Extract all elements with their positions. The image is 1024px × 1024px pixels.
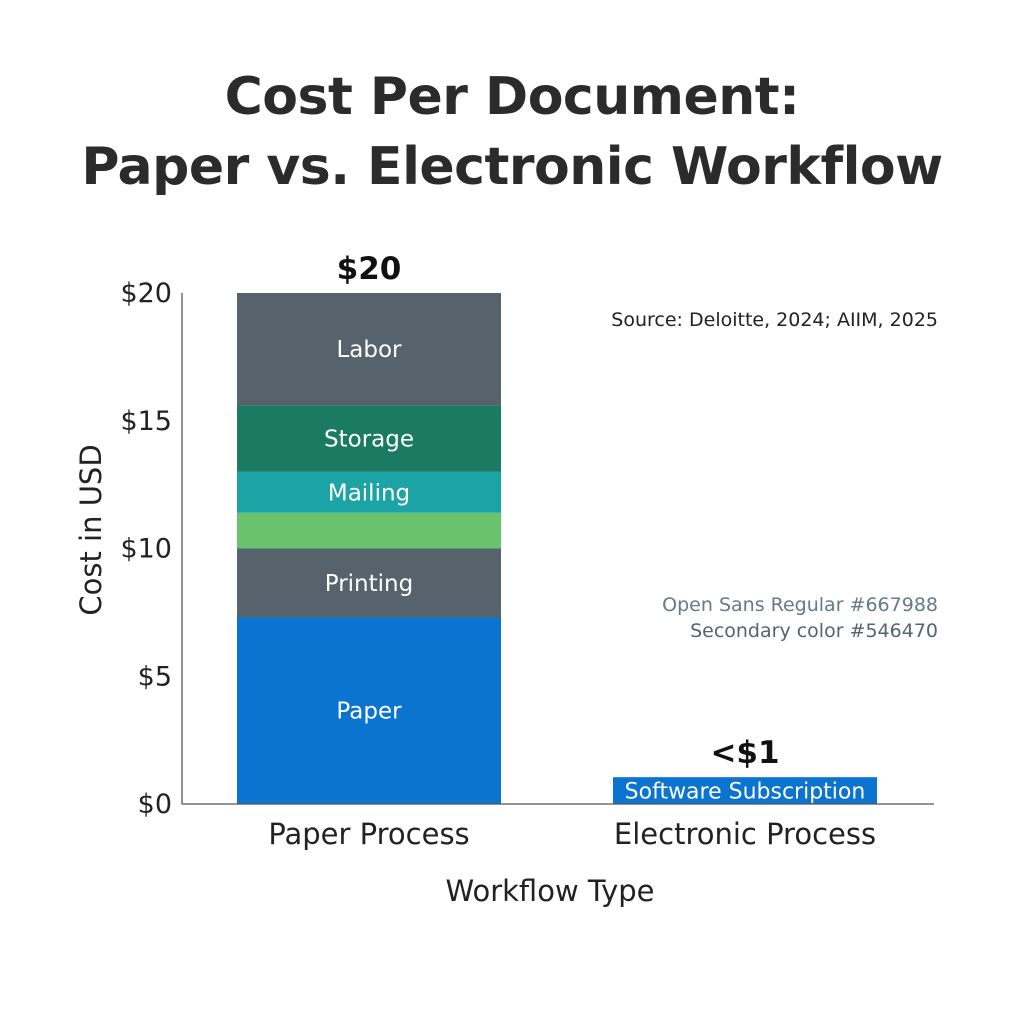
segment-label-storage: Storage [324,427,414,453]
x-tick-label-electronic-process: Electronic Process [614,817,876,851]
y-tick-label-20: $20 [120,278,172,309]
chart-title-line-2: Paper vs. Electronic Workflow [81,137,943,197]
source-note: Source: Deloitte, 2024; AIIM, 2025 [611,309,938,331]
bar-segment-software-subscription [613,777,877,804]
y-tick-label-5: $5 [138,661,172,692]
y-tick-label-15: $15 [120,406,172,437]
total-label-electronic-process: <$1 [710,735,779,771]
chart-title-line-1: Cost Per Document: [224,67,800,127]
bar-segment-labor [237,293,501,406]
bar-segment-printing [237,548,501,618]
style-note-2: Secondary color #546470 [690,620,938,642]
segment-label-software-subscription: Software Subscription [625,780,866,805]
x-tick-label-paper-process: Paper Process [268,817,469,851]
bar-segment-mailing [237,471,501,513]
segment-label-printing: Printing [325,571,413,597]
y-tick-label-0: $0 [138,789,172,820]
x-axis-title: Workflow Type [446,874,655,908]
y-axis-title: Cost in USD [74,444,108,615]
segment-label-mailing: Mailing [328,480,410,506]
segment-label-paper: Paper [336,699,402,725]
y-tick-label-10: $10 [120,534,172,565]
total-label-paper-process: $20 [337,251,402,287]
chart-title: Cost Per Document: Paper vs. Electronic … [0,62,1024,202]
segment-label-labor: Labor [336,337,402,363]
bar-segment-storage [237,405,501,472]
bar-segment-paper [237,617,501,804]
style-note-1: Open Sans Regular #667988 [662,594,938,616]
bar-segment-unlabeled-2 [237,512,501,549]
